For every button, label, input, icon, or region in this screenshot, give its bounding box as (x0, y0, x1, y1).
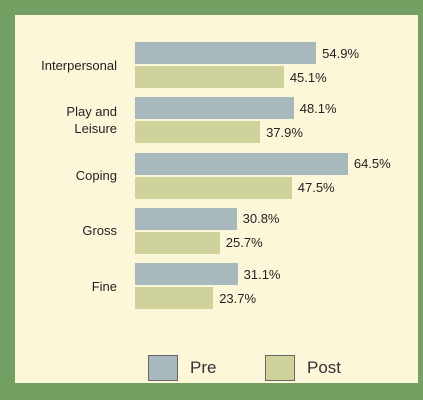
bar (135, 231, 220, 254)
value-label: 64.5% (353, 156, 391, 172)
value-label: 30.8% (242, 211, 280, 227)
bar (135, 152, 348, 175)
bar (135, 176, 292, 199)
value-label: 23.7% (219, 290, 257, 306)
value-label: 25.7% (225, 235, 263, 251)
category-label: Fine (91, 278, 117, 294)
legend-swatch (148, 355, 178, 381)
value-label: 54.9% (322, 45, 360, 61)
bar (135, 207, 237, 230)
value-label: 48.1% (299, 100, 337, 116)
value-label: 31.1% (243, 266, 281, 282)
bar (135, 97, 294, 120)
bar (135, 263, 238, 286)
bar (135, 66, 284, 88)
category-label: Play and Leisure (66, 104, 117, 137)
value-label: 45.1% (289, 69, 327, 85)
value-label: 37.9% (266, 124, 303, 140)
legend-swatch (265, 355, 295, 381)
category-label: Interpersonal (41, 57, 117, 73)
legend-label: Post (307, 358, 342, 377)
value-label: 47.5% (297, 180, 335, 196)
legend-label: Pre (190, 358, 217, 377)
category-label: Gross (82, 223, 117, 239)
bar (135, 42, 317, 64)
bar (135, 121, 261, 144)
category-label: Coping (75, 168, 117, 184)
bar (135, 287, 214, 310)
